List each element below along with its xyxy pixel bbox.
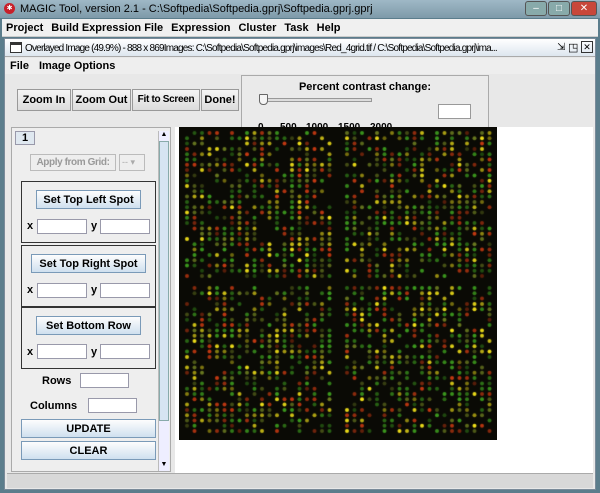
tab-1[interactable]: 1 xyxy=(15,131,35,145)
menu-cluster[interactable]: Cluster xyxy=(238,22,277,34)
top-left-y-input[interactable] xyxy=(100,219,150,234)
close-frame-icon[interactable]: ✕ xyxy=(581,41,593,53)
contrast-label: Percent contrast change: xyxy=(298,81,432,93)
fit-to-screen-button[interactable]: Fit to Screen xyxy=(132,89,200,111)
frame-icon xyxy=(10,42,22,53)
bottom-row-group: Set Bottom Row x y xyxy=(21,307,156,369)
microarray-image[interactable] xyxy=(179,127,497,440)
apply-grid-select-value: -- xyxy=(122,157,128,167)
menu-image-options[interactable]: Image Options xyxy=(38,60,116,72)
grid-panel: 1 Apply from Grid: -- ▾ Set Top Left Spo… xyxy=(11,127,171,472)
y-label: y xyxy=(91,346,98,358)
bottom-row-x-input[interactable] xyxy=(37,344,87,359)
menubar: Project Build Expression File Expression Cl… xyxy=(2,19,598,37)
status-bar xyxy=(7,473,593,488)
set-bottom-row-button[interactable]: Set Bottom Row xyxy=(36,316,141,335)
top-right-x-input[interactable] xyxy=(37,283,87,298)
x-label: x xyxy=(27,284,34,296)
clear-button[interactable]: CLEAR xyxy=(21,441,156,460)
menu-task[interactable]: Task xyxy=(284,22,309,34)
top-left-spot-group: Set Top Left Spot x y xyxy=(21,181,156,243)
top-left-x-input[interactable] xyxy=(37,219,87,234)
menu-project[interactable]: Project xyxy=(6,22,44,34)
restore-icon[interactable]: ⇲ xyxy=(557,42,566,53)
set-top-right-spot-button[interactable]: Set Top Right Spot xyxy=(31,254,146,273)
maximize-frame-icon[interactable]: ◳ xyxy=(568,42,579,54)
window-titlebar: ✱ MAGIC Tool, version 2.1 - C:\Softpedia… xyxy=(0,0,600,18)
image-viewport xyxy=(175,127,593,477)
frame-titlebar: Overlayed Image (49.9%) - 888 x 869Image… xyxy=(5,39,595,57)
zoom-out-button[interactable]: Zoom Out xyxy=(72,89,131,111)
minimize-button[interactable]: – xyxy=(525,1,547,16)
update-button[interactable]: UPDATE xyxy=(21,419,156,438)
contrast-panel: Percent contrast change: 0 500 1000 1500… xyxy=(241,75,489,133)
close-button[interactable]: ✕ xyxy=(571,1,597,16)
magic-tool-icon: ✱ xyxy=(4,3,15,14)
menu-build-expression-file[interactable]: Build Expression File xyxy=(51,22,164,34)
scroll-thumb[interactable] xyxy=(159,141,169,421)
grid-panel-scrollbar[interactable]: ▲ ▼ xyxy=(158,131,169,471)
bottom-row-y-input[interactable] xyxy=(100,344,150,359)
maximize-button[interactable]: □ xyxy=(548,1,570,16)
y-label: y xyxy=(91,284,98,296)
columns-input[interactable] xyxy=(88,398,137,413)
contrast-slider-track[interactable] xyxy=(262,98,372,102)
y-label: y xyxy=(91,220,98,232)
menu-help[interactable]: Help xyxy=(316,22,341,34)
done-button[interactable]: Done! xyxy=(201,89,239,111)
rows-label: Rows xyxy=(42,375,72,387)
set-top-left-spot-button[interactable]: Set Top Left Spot xyxy=(36,190,141,209)
frame-menubar: File Image Options xyxy=(5,58,595,74)
contrast-slider-thumb[interactable] xyxy=(259,94,268,105)
top-right-spot-group: Set Top Right Spot x y xyxy=(21,245,156,307)
zoom-in-button[interactable]: Zoom In xyxy=(17,89,71,111)
top-right-y-input[interactable] xyxy=(100,283,150,298)
overlayed-image-frame: Overlayed Image (49.9%) - 888 x 869Image… xyxy=(4,38,596,490)
menu-expression[interactable]: Expression xyxy=(171,22,231,34)
frame-title: Overlayed Image (49.9%) - 888 x 869Image… xyxy=(25,43,498,54)
x-label: x xyxy=(27,220,34,232)
rows-input[interactable] xyxy=(80,373,129,388)
menu-file[interactable]: File xyxy=(10,60,29,72)
window-title: MAGIC Tool, version 2.1 - C:\Softpedia\S… xyxy=(20,3,373,15)
scroll-up-icon[interactable]: ▲ xyxy=(160,131,168,138)
x-label: x xyxy=(27,346,34,358)
columns-label: Columns xyxy=(30,400,78,412)
apply-from-grid-button[interactable]: Apply from Grid: xyxy=(30,154,116,171)
contrast-input[interactable] xyxy=(438,104,471,119)
apply-grid-select[interactable]: -- ▾ xyxy=(119,154,145,171)
scroll-down-icon[interactable]: ▼ xyxy=(160,461,168,468)
